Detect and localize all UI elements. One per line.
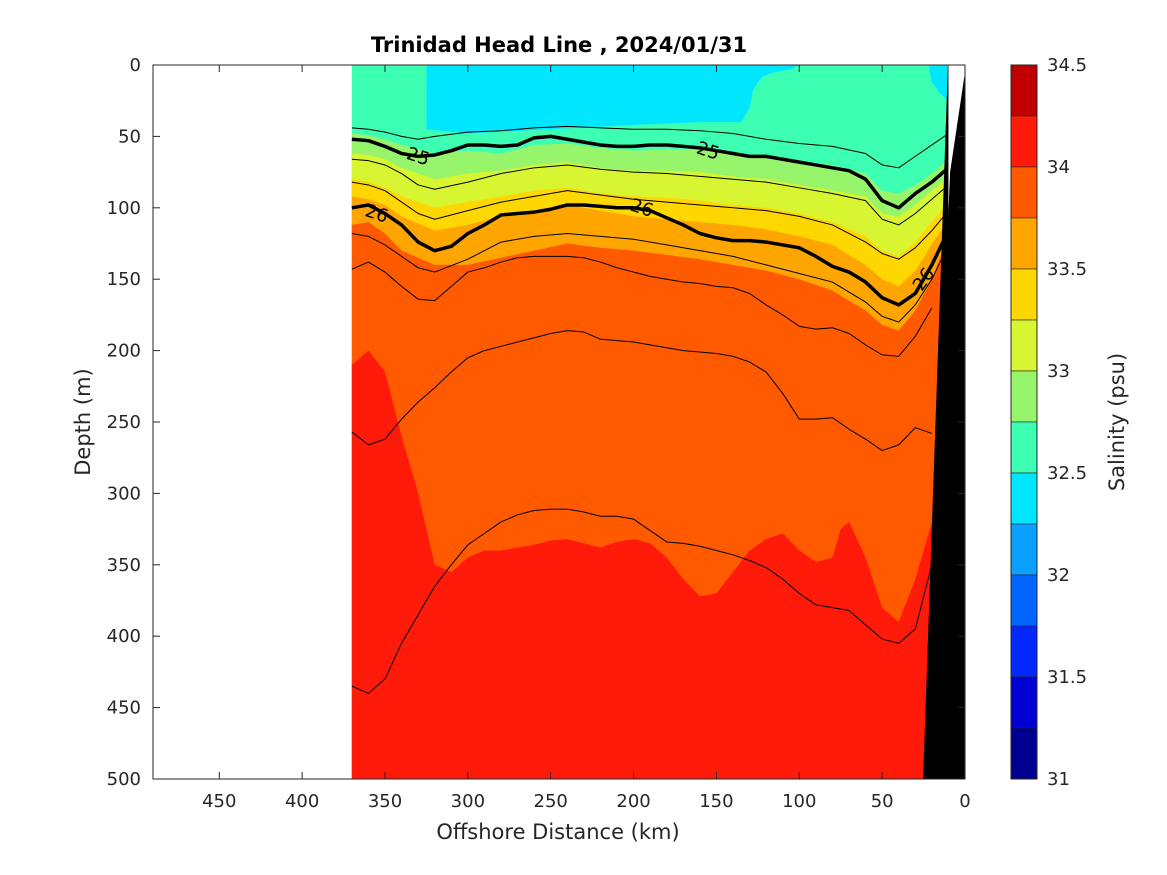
- colorbar-swatch: [1010, 676, 1038, 729]
- y-tick-label: 0: [130, 55, 141, 76]
- colorbar-swatch: [1010, 166, 1038, 219]
- colorbar-tick-label: 32: [1047, 565, 1070, 586]
- seafloor-slope: [925, 72, 965, 779]
- density-contour-thin-4: [351, 181, 949, 260]
- low-salinity-patch-1: [928, 65, 949, 101]
- colorbar-swatch: [1010, 574, 1038, 627]
- x-tick-label: 100: [782, 791, 816, 812]
- colorbar-swatch: [1010, 64, 1038, 117]
- colorbar-tick-label: 34.5: [1047, 55, 1087, 76]
- colorbar-swatch: [1010, 472, 1038, 525]
- colorbar-tick-label: 33.5: [1047, 259, 1087, 280]
- y-tick-label: 300: [107, 483, 141, 504]
- plot-area: [351, 65, 949, 779]
- colorbar-swatch: [1010, 217, 1038, 270]
- y-tick-label: 450: [107, 698, 141, 719]
- contour-lines: [351, 125, 951, 694]
- y-tick-label: 150: [107, 269, 141, 290]
- colorbar-frame: [1010, 64, 1038, 780]
- x-tick-label: 350: [368, 791, 402, 812]
- colorbar-label: Salinity (psu): [1105, 353, 1129, 491]
- density-contour-thin-8: [351, 508, 933, 694]
- colorbar-tick-label: 34: [1047, 157, 1070, 178]
- y-axis-label: Depth (m): [71, 368, 95, 475]
- x-tick-label: 150: [699, 791, 733, 812]
- density-contour-thin-5: [351, 233, 949, 323]
- salinity-layer-6: [351, 350, 932, 779]
- x-tick-label: 200: [616, 791, 650, 812]
- x-tick-label: 250: [534, 791, 568, 812]
- y-axis: 0 50 100 150 200 250 300 350 400 450 500: [107, 55, 965, 790]
- density-contour-26: [351, 203, 951, 307]
- x-tick-label: 400: [285, 791, 319, 812]
- x-axis: 450 400 350 300 250 200 150 100 50 0: [202, 65, 971, 812]
- y-tick-label: 200: [107, 341, 141, 362]
- y-tick-label: 250: [107, 412, 141, 433]
- density-contour-25: [351, 134, 950, 210]
- density-contour-thin-3: [351, 158, 949, 226]
- colorbar-tick-label: 31: [1047, 769, 1070, 790]
- y-tick-label: 400: [107, 626, 141, 647]
- colorbar-swatch: [1010, 319, 1038, 372]
- colorbar-swatch: [1010, 625, 1038, 678]
- density-contour-thin-6: [351, 255, 933, 357]
- x-tick-label: 450: [202, 791, 236, 812]
- x-tick-label: 50: [871, 791, 894, 812]
- chart-title: Trinidad Head Line , 2024/01/31: [371, 33, 747, 57]
- colorbar-swatch: [1010, 523, 1038, 576]
- colorbar-swatch: [1010, 115, 1038, 168]
- colorbar-swatch: [1010, 421, 1038, 474]
- low-salinity-patch-0: [426, 65, 874, 134]
- y-tick-label: 500: [107, 769, 141, 790]
- x-axis-label: Offshore Distance (km): [436, 820, 679, 844]
- colorbar-swatch: [1010, 268, 1038, 321]
- colorbar-swatch: [1010, 370, 1038, 423]
- colorbar-tick-label: 33: [1047, 361, 1070, 382]
- x-tick-label: 0: [959, 791, 970, 812]
- y-tick-label: 350: [107, 555, 141, 576]
- x-tick-label: 300: [451, 791, 485, 812]
- colorbar: 31 31.5 32 32.5 33 33.5 34 34.5: [1010, 55, 1087, 790]
- colorbar-tick-label: 31.5: [1047, 667, 1087, 688]
- seafloor-mask: [923, 65, 965, 779]
- colorbar-swatch: [1010, 727, 1038, 780]
- y-tick-label: 50: [118, 126, 141, 147]
- y-tick-label: 100: [107, 198, 141, 219]
- colorbar-tick-label: 32.5: [1047, 463, 1087, 484]
- density-contour-thin-2: [351, 125, 949, 169]
- density-contour-thin-7: [351, 330, 933, 452]
